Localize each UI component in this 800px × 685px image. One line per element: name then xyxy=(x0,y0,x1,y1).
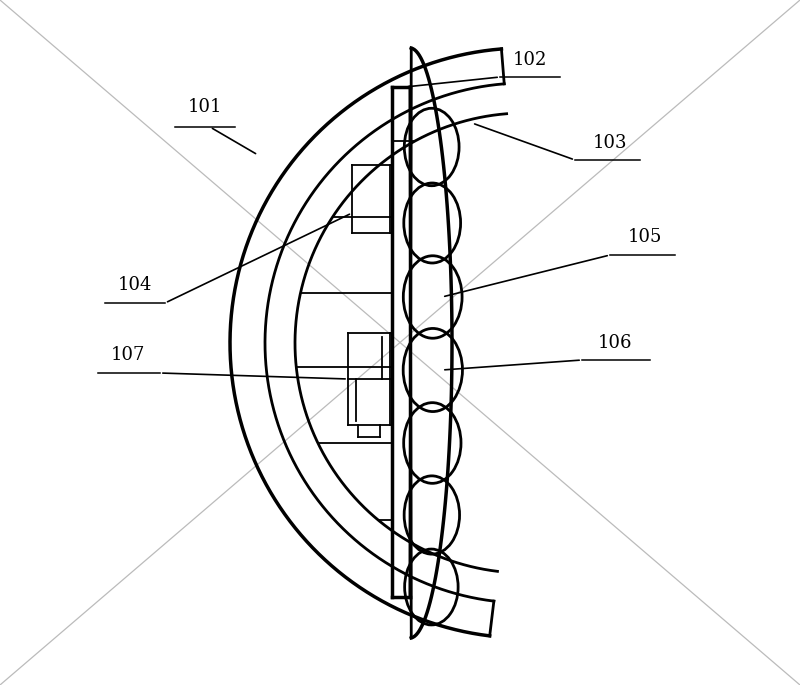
Text: 101: 101 xyxy=(188,98,222,116)
Text: 103: 103 xyxy=(593,134,627,152)
Text: 102: 102 xyxy=(513,51,547,69)
Text: 107: 107 xyxy=(111,346,145,364)
Text: 106: 106 xyxy=(598,334,632,352)
Text: 104: 104 xyxy=(118,276,152,294)
Text: 105: 105 xyxy=(628,228,662,246)
